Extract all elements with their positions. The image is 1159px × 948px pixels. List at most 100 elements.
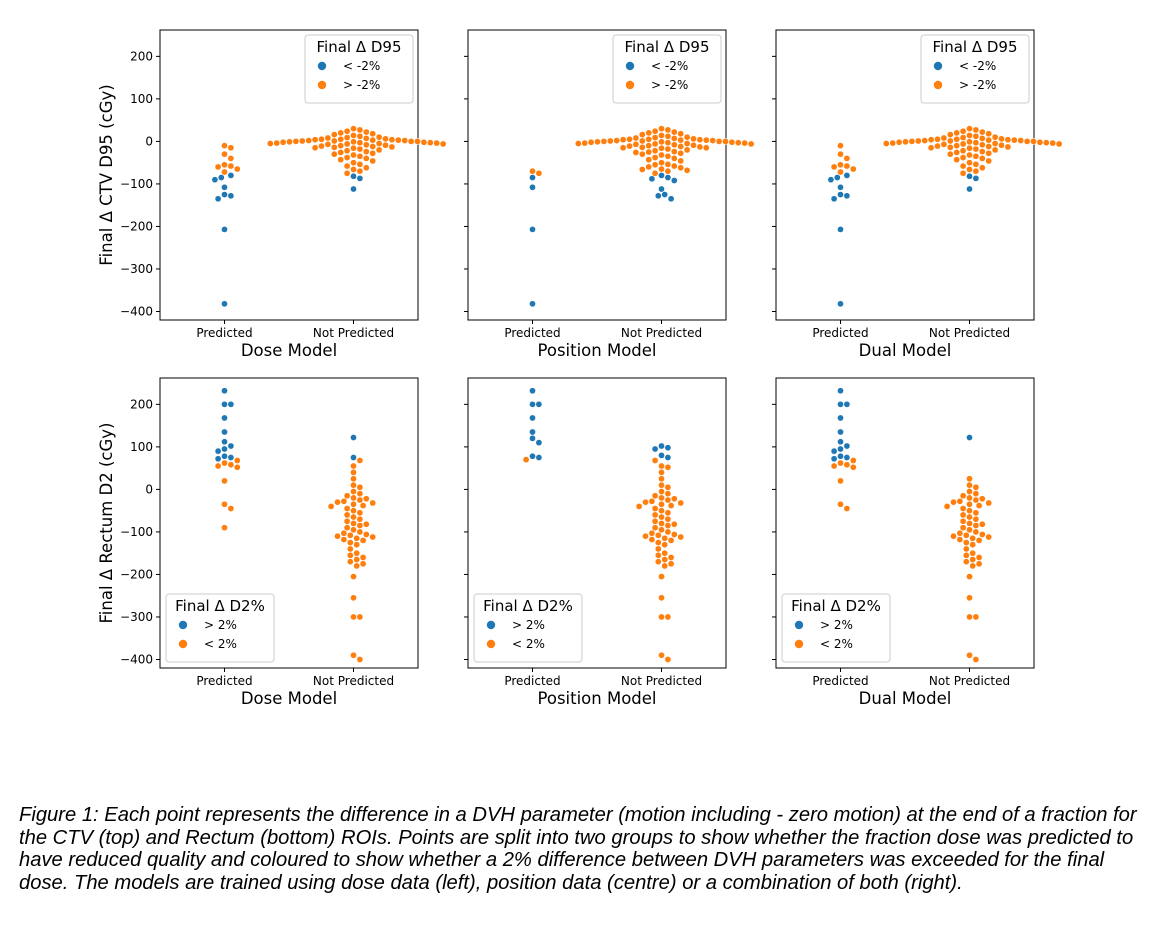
data-point xyxy=(734,139,742,147)
data-point xyxy=(972,175,980,182)
data-point xyxy=(978,155,986,162)
data-point xyxy=(690,141,697,149)
data-point xyxy=(318,142,325,150)
x-tick-label: Not Predicted xyxy=(929,674,1010,688)
data-point xyxy=(683,146,691,154)
data-point xyxy=(978,128,986,136)
data-point xyxy=(318,135,325,143)
data-point xyxy=(535,439,543,446)
data-point xyxy=(221,401,228,408)
legend-title: Final Δ D2% xyxy=(791,597,881,615)
y-tick-label: 100 xyxy=(130,440,153,454)
data-point xyxy=(221,191,228,198)
data-point xyxy=(658,475,665,483)
data-point xyxy=(670,155,678,162)
legend-label: < 2% xyxy=(512,637,545,651)
data-point xyxy=(369,157,377,165)
data-point xyxy=(664,145,672,153)
data-point xyxy=(214,462,222,470)
data-point xyxy=(221,168,228,176)
x-tick-label: Not Predicted xyxy=(621,674,702,688)
data-point xyxy=(227,192,235,200)
data-point xyxy=(648,529,656,537)
y-tick-label: 200 xyxy=(130,49,153,63)
data-point xyxy=(661,549,669,557)
data-point xyxy=(966,434,973,441)
y-tick-label: −400 xyxy=(120,304,153,318)
data-point xyxy=(353,534,361,542)
data-point xyxy=(350,185,357,193)
data-point xyxy=(350,159,357,167)
data-point xyxy=(978,520,986,528)
data-point xyxy=(343,517,351,525)
data-point xyxy=(664,522,672,529)
data-point xyxy=(1036,138,1044,146)
data-point xyxy=(658,651,665,659)
data-point xyxy=(658,526,665,534)
legend-label: > -2% xyxy=(651,78,688,92)
data-point xyxy=(667,554,675,561)
data-point xyxy=(950,498,957,506)
data-point xyxy=(670,128,678,136)
data-point xyxy=(658,513,665,521)
data-point xyxy=(350,613,357,621)
legend-label: > 2% xyxy=(820,618,853,632)
data-point xyxy=(648,175,656,183)
data-point xyxy=(233,463,241,471)
data-point xyxy=(356,145,364,153)
data-point xyxy=(221,414,228,422)
data-point xyxy=(587,138,595,146)
figure-grid: 200 100 0 −100 −200 −300 −400 Predicted Not Pred… xyxy=(97,29,1063,708)
data-point xyxy=(664,167,672,175)
data-point xyxy=(337,149,345,156)
data-point xyxy=(837,438,844,446)
data-point xyxy=(670,520,678,528)
data-point xyxy=(972,132,980,140)
data-point xyxy=(343,492,351,500)
legend-title: Final Δ D95 xyxy=(624,38,709,56)
data-point xyxy=(362,520,370,528)
data-point xyxy=(658,481,665,489)
data-point xyxy=(658,520,665,527)
data-point xyxy=(934,135,941,143)
data-point xyxy=(221,142,228,150)
data-point xyxy=(664,161,672,168)
data-point xyxy=(337,129,345,137)
data-point xyxy=(837,387,844,395)
data-point xyxy=(227,505,235,512)
data-point xyxy=(362,135,370,142)
plot-frame xyxy=(775,29,1035,321)
y-tick-label: −100 xyxy=(120,525,153,539)
data-point xyxy=(972,522,980,529)
data-point xyxy=(522,456,530,463)
data-point xyxy=(350,434,357,441)
data-point xyxy=(966,651,973,659)
data-point xyxy=(651,169,659,177)
data-point xyxy=(369,149,377,157)
data-point xyxy=(677,157,685,165)
data-point xyxy=(1049,139,1057,147)
plot-frame xyxy=(467,29,727,321)
data-point xyxy=(837,183,844,191)
data-point xyxy=(972,139,980,147)
data-point xyxy=(356,490,364,498)
data-point xyxy=(966,613,973,621)
data-point xyxy=(343,140,351,148)
data-point xyxy=(966,520,973,527)
data-point xyxy=(991,140,999,147)
data-point xyxy=(966,500,973,508)
data-point xyxy=(843,401,851,408)
data-point xyxy=(670,148,678,155)
data-point xyxy=(849,165,857,173)
data-point xyxy=(356,515,364,523)
data-point xyxy=(985,143,993,150)
data-point xyxy=(369,130,377,138)
data-point xyxy=(359,537,367,544)
data-point xyxy=(843,172,851,179)
data-point xyxy=(959,140,967,148)
data-point xyxy=(581,139,589,147)
data-point xyxy=(337,135,345,143)
data-point xyxy=(359,560,367,568)
data-point xyxy=(966,507,973,515)
